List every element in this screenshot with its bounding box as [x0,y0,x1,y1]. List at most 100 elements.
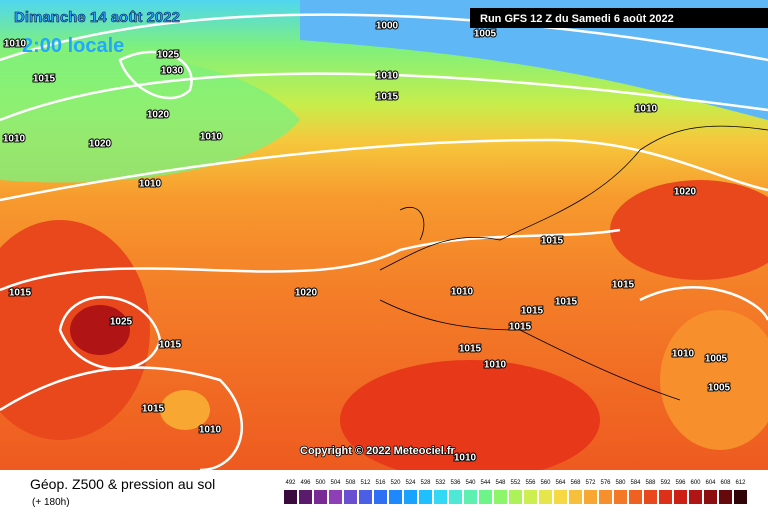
scale-swatch [554,490,567,504]
scale-swatch [464,490,477,504]
isobar-label: 1010 [454,453,477,464]
scale-swatch [599,490,612,504]
date: Dimanche 14 août 2022 [14,9,180,26]
local-time: 2:00 locale [22,35,124,57]
scale-swatch [449,490,462,504]
isobar-label: 1015 [376,92,399,103]
scale-label: 548 [495,480,506,486]
scale-label: 588 [645,480,656,486]
scale-swatch [509,490,522,504]
isobar-label: 1020 [674,187,697,198]
isobar-label: 1005 [705,354,728,365]
scale-label: 596 [675,480,686,486]
scale-label: 612 [735,480,746,486]
scale-swatch [689,490,702,504]
isobar-label: 1025 [110,317,133,328]
scale-swatch [284,490,297,504]
scale-swatch [479,490,492,504]
isobar-label: 1015 [612,280,635,291]
run-box [470,8,768,28]
isobar-label: 1015 [33,74,56,85]
cold-region [300,0,768,120]
scale-label: 496 [300,480,311,486]
red-region [340,360,600,480]
scale-label: 524 [405,480,416,486]
orange-region [160,390,210,430]
isobar-label: 1010 [4,39,27,50]
scale-swatch [434,490,447,504]
scale-label: 584 [630,480,641,486]
scale-swatch [719,490,732,504]
isobar-label: 1025 [157,50,180,61]
scale-swatch [314,490,327,504]
scale-swatch [569,490,582,504]
scale-swatch [584,490,597,504]
isobar-label: 1010 [200,132,223,143]
scale-label: 608 [720,480,731,486]
scale-label: 508 [345,480,356,486]
color-scale: 492 496 500 504 508 512 516 520 524 528 532 536 540 5… [284,480,747,504]
isobar-label: 1015 [521,306,544,317]
isobar-label: 1010 [199,425,222,436]
scale-swatch [539,490,552,504]
isobar-label: 1030 [161,66,184,77]
isobar-label: 1010 [139,179,162,190]
orange-region [660,310,768,450]
isobar-label: 1015 [555,297,578,308]
isobar-label: 1015 [142,404,165,415]
scale-swatch [629,490,642,504]
scale-label: 492 [285,480,296,486]
scale-swatch [494,490,507,504]
scale-swatch [329,490,342,504]
scale-label: 560 [540,480,551,486]
scale-label: 580 [615,480,626,486]
scale-swatch [524,490,537,504]
scale-label: 516 [375,480,386,486]
coastlines [379,125,768,401]
scale-label: 600 [690,480,701,486]
scale-label: 504 [330,480,341,486]
scale-label: 604 [705,480,716,486]
scale-label: 544 [480,480,491,486]
scale-swatch [644,490,657,504]
scale-swatch [359,490,372,504]
isobar-label: 1010 [451,287,474,298]
isobar-label: 1010 [376,71,399,82]
copyright: Copyright © 2022 Meteociel.fr [300,445,456,457]
isobar-label: 1005 [708,383,731,394]
footer-title: Géop. Z500 & pression au sol [30,476,215,492]
scale-label: 564 [555,480,566,486]
scale-swatch [659,490,672,504]
isobar-label: 1010 [672,349,695,360]
scale-label: 572 [585,480,596,486]
scale-swatch [344,490,357,504]
isobar-label: 1015 [509,322,532,333]
isobar-label: 1005 [474,29,497,40]
scale-swatch [704,490,717,504]
scale-swatch [734,490,747,504]
scale-label: 500 [315,480,326,486]
scale-swatch [419,490,432,504]
scale-swatch [404,490,417,504]
scale-label: 592 [660,480,671,486]
scale-swatch [299,490,312,504]
scale-label: 552 [510,480,521,486]
isobar-label: 1015 [541,236,564,247]
isobar-labels: 1010 1025 1030 1015 1020 1010 1020 1010 1010 1000… [2,20,732,465]
isobar-label: 1020 [147,110,170,121]
isobar-label: 1010 [3,134,26,145]
scale-label: 556 [525,480,536,486]
isobar-label: 1010 [484,360,507,371]
isobar-label: 1015 [459,344,482,355]
scale-label: 576 [600,480,611,486]
isobar-label: 1010 [635,104,658,115]
red-region [610,180,768,280]
scale-label: 528 [420,480,431,486]
scale-swatch [614,490,627,504]
scale-swatch [674,490,687,504]
scale-label: 536 [450,480,461,486]
scale-label: 512 [360,480,371,486]
scale-label: 520 [390,480,401,486]
dark-red-region [70,305,130,355]
